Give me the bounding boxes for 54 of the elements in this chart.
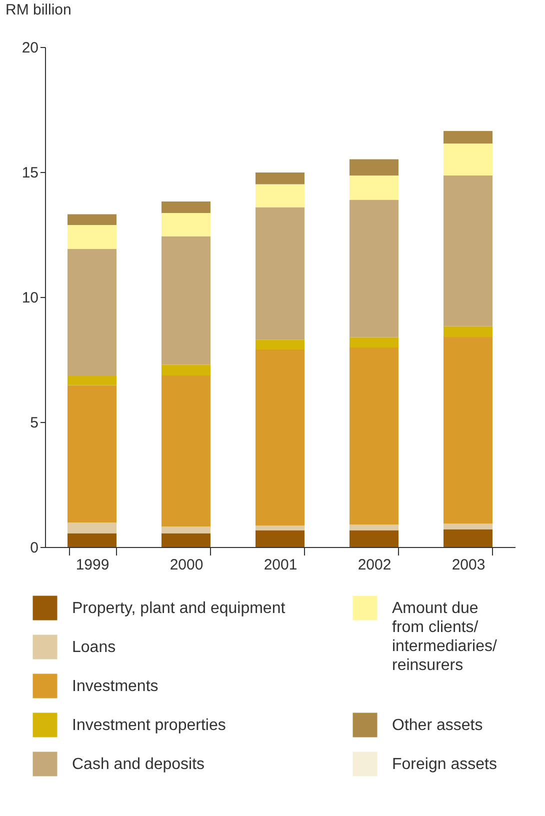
bar <box>256 172 304 184</box>
bar <box>68 376 116 386</box>
bar <box>350 200 398 338</box>
x-tick-label: 2001 <box>264 556 298 574</box>
y-tick-label: 20 <box>22 40 38 56</box>
bar <box>350 176 398 200</box>
y-tick-label: 0 <box>30 540 38 556</box>
bar <box>350 524 398 530</box>
bar <box>68 214 116 225</box>
y-axis-title: RM billion <box>6 2 72 18</box>
bar <box>162 202 210 213</box>
y-tick-label: 10 <box>22 290 38 306</box>
bar <box>256 350 304 526</box>
bar <box>350 348 398 524</box>
bar <box>256 184 304 208</box>
bar <box>68 225 116 249</box>
bar <box>350 337 398 348</box>
y-tick-label: 5 <box>30 414 38 432</box>
bar <box>444 529 492 547</box>
x-tick-label: 2003 <box>452 556 486 574</box>
bar <box>162 376 210 526</box>
bar <box>162 533 210 547</box>
bar <box>162 526 210 534</box>
legend-label: Amount due from clients/intermediaries/reinsurers <box>392 600 498 674</box>
legend-label: Investment properties <box>72 717 226 734</box>
bar <box>68 533 116 547</box>
bar <box>68 249 116 376</box>
bar <box>444 176 492 326</box>
y-tick-label: 15 <box>22 164 38 182</box>
legend-label: Foreign assets <box>392 756 497 773</box>
x-tick-label: 2000 <box>170 556 204 574</box>
bar <box>162 213 210 236</box>
bar <box>444 131 492 144</box>
bar <box>68 522 116 534</box>
legend-label: Cash and deposits <box>72 756 205 773</box>
legend-label: Investments <box>72 678 158 695</box>
legend-label: Other assets <box>392 717 483 734</box>
bar <box>444 326 492 337</box>
bar <box>162 364 210 376</box>
bar <box>162 236 210 365</box>
legend-label: Property, plant and equipment <box>72 600 286 617</box>
bar <box>256 207 304 340</box>
bar <box>256 340 304 350</box>
bar <box>444 144 492 176</box>
x-tick-label: 2002 <box>358 556 392 574</box>
bar <box>350 530 398 547</box>
x-tick-label: 1999 <box>76 556 110 574</box>
legend-label: Loans <box>72 639 116 656</box>
bar <box>256 530 304 547</box>
bar <box>68 385 116 522</box>
bar <box>444 524 492 530</box>
bar <box>256 526 304 530</box>
bar <box>444 337 492 524</box>
bar <box>350 159 398 176</box>
